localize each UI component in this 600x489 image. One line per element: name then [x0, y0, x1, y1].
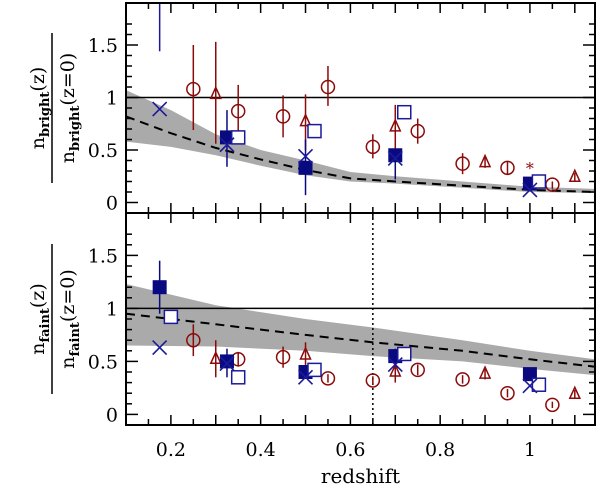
circle-point [275, 349, 291, 365]
circle-point [410, 123, 425, 139]
circle-point [230, 103, 246, 119]
triangle-point [568, 385, 581, 400]
osquare-point [307, 123, 322, 139]
y-label-denominator: nfaint(z=0) [57, 269, 83, 369]
y-label-numerator: nbright(z) [27, 67, 53, 150]
cross-point [152, 340, 168, 356]
triangle-point [568, 168, 581, 183]
y-axis-label: nbright(z)nbright(z=0) [27, 33, 83, 183]
osquare-point [230, 370, 246, 385]
cross-point [219, 355, 235, 372]
osquare-point [230, 130, 246, 145]
osquare-point [307, 362, 322, 378]
osquare-point [397, 104, 412, 120]
osquare-point [163, 309, 179, 325]
circle-point [500, 385, 515, 401]
cross-point [387, 150, 403, 166]
circle-point [320, 371, 336, 386]
triangle-point [389, 363, 402, 377]
y-tick-label: 1 [106, 298, 118, 320]
triangle-point [209, 350, 222, 365]
x-axis-label: redshift [321, 464, 400, 488]
cross-point [219, 137, 235, 153]
triangle-point [478, 153, 492, 168]
x-tick-label: 1 [524, 439, 536, 461]
cross-point [297, 369, 314, 385]
osquare-point [397, 346, 412, 362]
panel-bottom: *00.511.50.20.40.60.81redshiftnfaint(z)n… [27, 212, 596, 488]
y-tick-label: 0.5 [88, 140, 118, 162]
circle-point [275, 109, 291, 124]
circle-point [455, 156, 470, 171]
y-tick-label: 0 [106, 404, 118, 426]
x-tick-label: 0.8 [425, 439, 455, 461]
circle-point [365, 139, 381, 155]
model-band [126, 90, 595, 194]
circle-point [320, 79, 336, 95]
y-tick-label: 1.5 [88, 35, 118, 57]
triangle-point [299, 346, 312, 360]
circle-point [186, 81, 201, 97]
cross-point [522, 182, 538, 198]
x-tick-label: 0.2 [156, 439, 186, 461]
cross-point [522, 378, 538, 394]
y-label-numerator: nfaint(z) [27, 283, 53, 355]
circle-point [186, 332, 201, 348]
cross-point [387, 357, 403, 373]
y-label-denominator: nbright(z=0) [57, 53, 83, 164]
model-line [125, 312, 596, 368]
cross-point [297, 148, 314, 164]
y-tick-label: 1 [106, 88, 118, 110]
y-tick-label: 0.5 [88, 351, 118, 373]
circle-point [500, 160, 515, 176]
x-tick-label: 0.6 [335, 439, 365, 461]
y-axis-label: nfaint(z)nfaint(z=0) [27, 244, 83, 394]
y-tick-label: 1.5 [88, 245, 118, 267]
circle-point [455, 372, 470, 387]
fsquare-point [152, 280, 167, 295]
x-tick-label: 0.4 [246, 439, 276, 461]
circle-point [365, 373, 381, 388]
cross-point [152, 101, 168, 117]
fsquare-point [219, 354, 234, 369]
triangle-point [209, 85, 222, 100]
osquare-point [531, 377, 547, 392]
fsquare-point [388, 148, 403, 163]
circle-point [410, 362, 425, 378]
triangle-point [478, 365, 492, 379]
y-tick-label: 0 [106, 193, 118, 215]
triangle-point [299, 112, 312, 127]
model-line [125, 115, 596, 193]
model-band [126, 284, 595, 376]
triangle-point [389, 118, 402, 132]
star-point: * [526, 159, 534, 178]
fsquare-point [298, 160, 313, 175]
circle-point [545, 397, 560, 413]
